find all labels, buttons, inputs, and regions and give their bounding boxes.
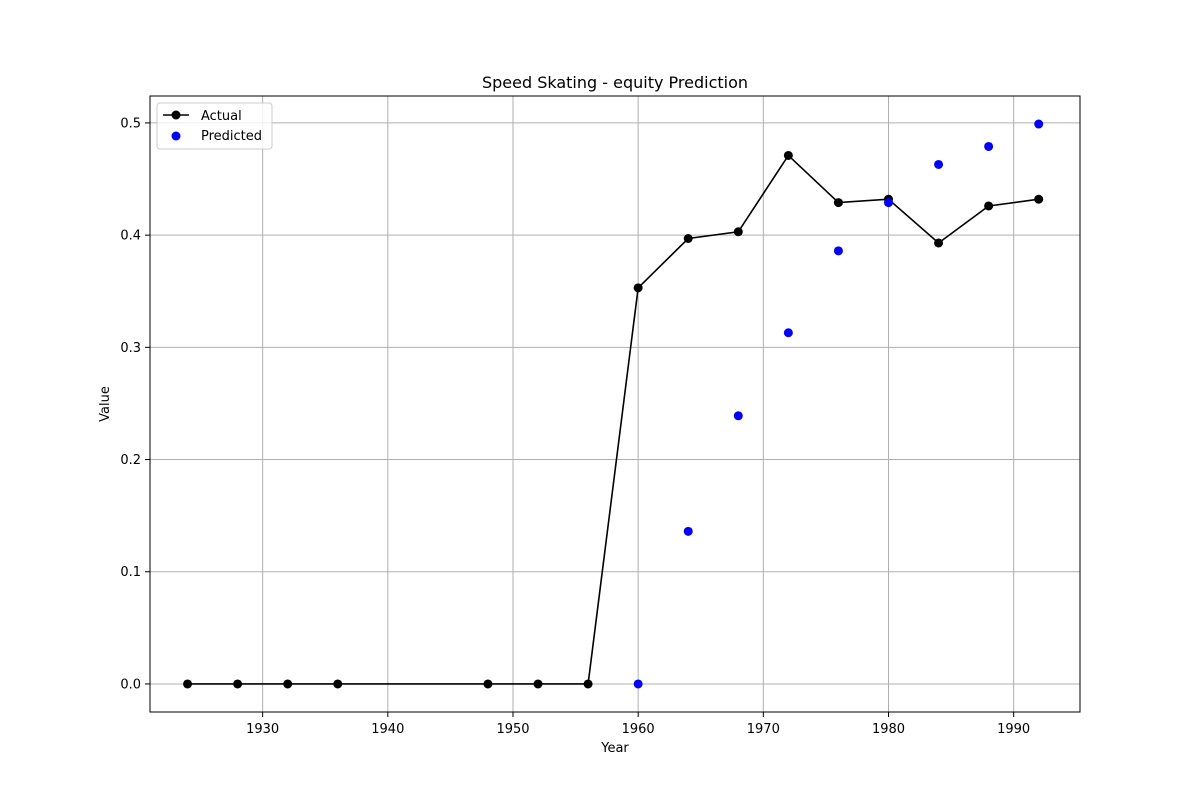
actual-point [934,238,944,248]
legend-predicted-marker [171,131,181,141]
x-axis-label: Year [600,741,629,756]
legend-actual-marker [171,110,181,120]
predicted-point [934,159,944,169]
actual-point [833,198,843,208]
predicted-point [683,526,693,536]
predicted-point [783,328,793,338]
x-tick-label: 1930 [246,722,279,737]
x-tick-label: 1940 [371,722,404,737]
x-tick-label: 1980 [872,722,905,737]
actual-point [483,679,493,689]
legend-predicted-label: Predicted [201,129,262,144]
y-axis-label: Value [98,386,113,422]
y-tick-label: 0.4 [120,229,141,244]
series [183,119,1044,689]
x-tick-label: 1960 [622,722,655,737]
y-tick-label: 0.3 [120,341,141,356]
legend: Actual Predicted [156,102,273,150]
x-tick-label: 1950 [496,722,529,737]
actual-point [583,679,593,689]
actual-point [283,679,293,689]
x-tick-label: 1990 [997,722,1030,737]
predicted-point [733,411,743,421]
actual-point [1034,194,1044,204]
chart-title: Speed Skating - equity Prediction [482,73,748,92]
ticks: 1930 1940 1950 1960 1970 1980 1990 0.0 0.1 0.2 0.3… [120,116,1030,737]
actual-point [183,679,193,689]
actual-point [533,679,543,689]
actual-point [783,150,793,160]
x-tick-label: 1970 [747,722,780,737]
actual-point [733,227,743,237]
actual-point [333,679,343,689]
legend-actual-label: Actual [201,109,242,124]
actual-point [683,233,693,243]
predicted-point [883,198,893,208]
y-tick-label: 0.1 [120,565,141,580]
actual-point [233,679,243,689]
predicted-point [984,141,994,151]
predicted-point [833,246,843,256]
plot-area [149,95,1081,713]
predicted-point [1034,119,1044,129]
actual-point [633,283,643,293]
y-tick-label: 0.0 [120,677,141,692]
actual-series-line [187,154,1039,685]
actual-point [984,201,994,211]
y-tick-label: 0.5 [120,116,141,131]
predicted-point [633,679,643,689]
y-tick-label: 0.2 [120,453,141,468]
